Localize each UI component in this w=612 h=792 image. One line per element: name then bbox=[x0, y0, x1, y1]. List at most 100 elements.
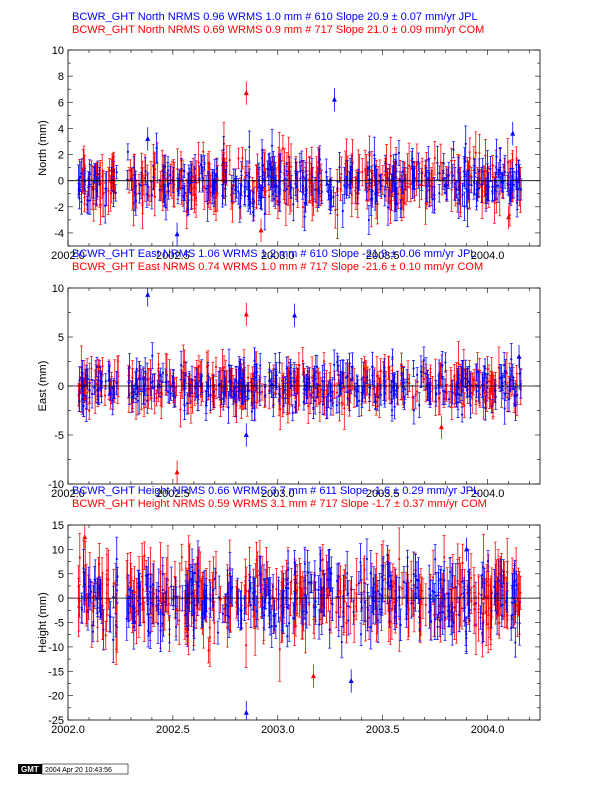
point-jpl bbox=[445, 186, 448, 189]
point-com bbox=[354, 189, 357, 192]
point-jpl bbox=[326, 182, 329, 185]
panel-0-ylabel: North (mm) bbox=[37, 120, 49, 176]
point-jpl bbox=[181, 187, 184, 190]
point-jpl bbox=[346, 397, 349, 400]
panel-0: BCWR_GHT North NRMS 0.96 WRMS 1.0 mm # 6… bbox=[37, 11, 541, 262]
panel-0-xtick-label: 2003.5 bbox=[366, 250, 400, 262]
point-jpl bbox=[206, 202, 209, 205]
point-com bbox=[214, 201, 217, 204]
point-jpl bbox=[248, 191, 251, 194]
point-jpl bbox=[237, 190, 240, 193]
point-jpl bbox=[197, 395, 200, 398]
point-jpl bbox=[357, 180, 360, 183]
point-com bbox=[314, 370, 317, 374]
point-jpl bbox=[302, 388, 306, 391]
point-jpl bbox=[86, 378, 89, 381]
point-jpl bbox=[509, 378, 512, 381]
point-jpl bbox=[277, 191, 280, 194]
panel-0-xtick-label: 2002.0 bbox=[51, 250, 85, 262]
point-jpl bbox=[350, 168, 353, 171]
point-jpl bbox=[431, 198, 434, 201]
panel-0-xtick-label: 2004.0 bbox=[471, 250, 505, 262]
point-com bbox=[418, 184, 421, 187]
point-com bbox=[402, 201, 405, 204]
outlier-marker bbox=[258, 227, 264, 233]
panel-1-series-jpl bbox=[77, 342, 523, 425]
point-com bbox=[147, 194, 151, 198]
point-com bbox=[339, 187, 342, 191]
point-jpl bbox=[82, 386, 85, 389]
point-jpl bbox=[412, 409, 415, 412]
point-com bbox=[340, 172, 343, 176]
point-jpl bbox=[87, 177, 90, 180]
point-jpl bbox=[391, 380, 394, 384]
point-com bbox=[311, 376, 314, 379]
point-jpl bbox=[481, 170, 484, 173]
point-com bbox=[406, 378, 410, 381]
point-com bbox=[182, 365, 185, 368]
point-com bbox=[490, 379, 493, 382]
point-com bbox=[280, 379, 284, 382]
point-jpl bbox=[374, 185, 377, 188]
point-com bbox=[237, 157, 240, 160]
point-com bbox=[213, 394, 216, 398]
point-jpl bbox=[220, 391, 223, 394]
point-jpl bbox=[356, 187, 359, 190]
point-jpl bbox=[507, 398, 511, 401]
point-com bbox=[208, 184, 211, 188]
point-jpl bbox=[391, 177, 394, 181]
point-jpl bbox=[512, 183, 516, 186]
point-jpl bbox=[252, 211, 255, 214]
point-jpl bbox=[308, 382, 311, 385]
point-com bbox=[193, 186, 196, 189]
point-com bbox=[88, 409, 91, 412]
point-jpl bbox=[317, 189, 320, 192]
point-com bbox=[191, 395, 194, 398]
point-com bbox=[409, 183, 412, 186]
point-com bbox=[180, 382, 183, 385]
point-jpl bbox=[95, 189, 98, 192]
point-jpl bbox=[457, 168, 460, 171]
point-jpl bbox=[490, 405, 493, 408]
point-jpl bbox=[176, 190, 179, 193]
point-com bbox=[131, 376, 134, 379]
point-com bbox=[260, 390, 264, 394]
point-jpl bbox=[457, 373, 460, 376]
point-jpl bbox=[182, 196, 186, 199]
point-com bbox=[406, 185, 409, 188]
point-com bbox=[389, 154, 392, 158]
point-jpl bbox=[209, 393, 212, 396]
point-jpl bbox=[401, 186, 404, 189]
point-jpl bbox=[397, 151, 401, 155]
point-jpl bbox=[376, 395, 379, 399]
point-jpl bbox=[341, 209, 344, 213]
point-com bbox=[83, 196, 86, 199]
point-jpl bbox=[466, 377, 469, 381]
point-jpl bbox=[134, 199, 137, 202]
point-jpl bbox=[302, 176, 305, 179]
point-jpl bbox=[367, 218, 371, 222]
point-jpl bbox=[111, 400, 114, 403]
panel-0-ytick-label: 10 bbox=[52, 45, 64, 57]
point-com bbox=[506, 161, 509, 164]
point-com bbox=[215, 388, 218, 391]
point-jpl bbox=[142, 394, 145, 397]
point-com bbox=[378, 396, 381, 399]
point-jpl bbox=[80, 376, 83, 380]
point-jpl bbox=[114, 191, 117, 195]
point-jpl bbox=[245, 174, 248, 177]
point-jpl bbox=[329, 178, 332, 181]
point-jpl bbox=[285, 187, 289, 191]
point-jpl bbox=[294, 183, 297, 186]
point-jpl bbox=[198, 379, 202, 382]
point-jpl bbox=[85, 407, 88, 410]
point-com bbox=[202, 150, 205, 153]
point-com bbox=[391, 369, 394, 372]
point-com bbox=[406, 167, 409, 170]
point-com bbox=[478, 393, 481, 396]
point-com bbox=[222, 366, 226, 369]
point-jpl bbox=[204, 187, 208, 190]
point-com bbox=[388, 383, 391, 387]
point-jpl bbox=[303, 215, 306, 218]
